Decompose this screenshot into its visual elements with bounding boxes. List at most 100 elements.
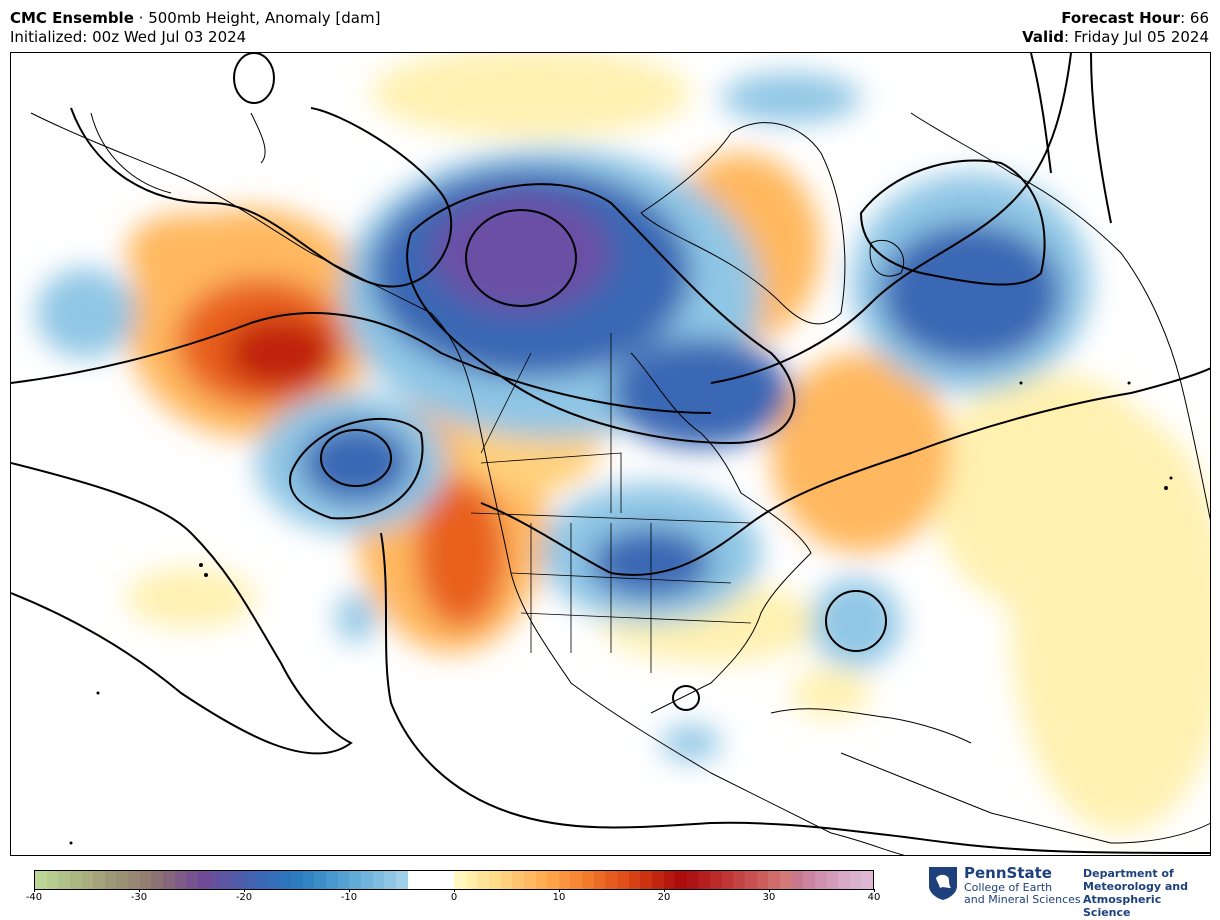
colorbar-segment xyxy=(535,871,548,889)
colorbar-segment xyxy=(640,871,652,889)
valid-time: Valid: Friday Jul 05 2024 xyxy=(1022,28,1209,47)
colorbar-segment xyxy=(186,871,198,889)
colorbar-segment xyxy=(500,871,513,889)
colorbar-tick-mark xyxy=(559,889,560,892)
colorbar-tick-label: 10 xyxy=(552,892,566,903)
colorbar-segment xyxy=(442,871,455,889)
colorbar-segment xyxy=(291,871,303,889)
colorbar-segment xyxy=(733,871,746,889)
colorbar-segment xyxy=(407,871,420,889)
colorbar-segment xyxy=(104,871,117,889)
colorbar-segment xyxy=(163,871,175,889)
college-line2: and Mineral Sciences xyxy=(964,893,1081,906)
colorbar-segment xyxy=(547,871,559,889)
colorbar-segment xyxy=(197,871,210,889)
colorbar-tick-mark xyxy=(139,889,140,892)
colorbar-segment xyxy=(465,871,478,889)
colorbar-segment xyxy=(395,871,408,889)
colorbar-tick-label: 0 xyxy=(450,892,458,903)
department-line1: Department of xyxy=(1083,867,1174,880)
colorbar-tick-label: -30 xyxy=(130,892,148,903)
colorbar-tick-mark xyxy=(874,889,875,892)
colorbar-segment xyxy=(302,871,315,889)
college-line1: College of Earth xyxy=(964,881,1053,894)
colorbar-segment xyxy=(617,871,629,889)
colorbar-segment xyxy=(58,871,70,889)
colorbar-segment xyxy=(221,871,233,889)
colorbar-segment xyxy=(46,871,59,889)
colorbar-segment xyxy=(570,871,583,889)
model-name: CMC Ensemble xyxy=(10,9,134,27)
political-borders xyxy=(470,333,752,673)
colorbar-segment xyxy=(279,871,292,889)
colorbar-segment xyxy=(337,871,350,889)
colorbar-segment xyxy=(791,871,804,889)
colorbar-tick-mark xyxy=(34,889,35,892)
valid-value: : Friday Jul 05 2024 xyxy=(1064,28,1209,46)
colorbar-segment xyxy=(768,871,780,889)
colorbar-segment xyxy=(558,871,571,889)
colorbar-segment xyxy=(477,871,489,889)
colorbar-tick-label: -20 xyxy=(235,892,253,903)
forecast-hour-value: : 66 xyxy=(1180,9,1209,27)
colorbar-segment xyxy=(454,871,466,889)
product-name: 500mb Height, Anomaly [dam] xyxy=(148,9,381,27)
colorbar-segment xyxy=(360,871,373,889)
colorbar-segment xyxy=(81,871,94,889)
department-line3: Atmospheric Science xyxy=(1083,893,1162,919)
colorbar-segment xyxy=(209,871,222,889)
colorbar-segment xyxy=(814,871,827,889)
colorbar-segment xyxy=(430,871,443,889)
map-title: CMC Ensemble · 500mb Height, Anomaly [da… xyxy=(10,9,380,28)
colorbar-segment xyxy=(698,871,711,889)
forecast-hour-label: Forecast Hour xyxy=(1061,9,1181,27)
colorbar-segment xyxy=(651,871,664,889)
colorbar-segment xyxy=(151,871,164,889)
department-line2: Meteorology and xyxy=(1083,880,1188,893)
colorbar-tick-label: 20 xyxy=(657,892,671,903)
colorbar-tick-mark xyxy=(454,889,455,892)
colorbar-segment xyxy=(326,871,338,889)
university-name: PennState xyxy=(964,864,1052,882)
colorbar-segment xyxy=(232,871,245,889)
colorbar-tick-label: 30 xyxy=(762,892,776,903)
colorbar-segment xyxy=(267,871,280,889)
coastlines xyxy=(30,112,1210,855)
shield-icon xyxy=(929,867,957,900)
colorbar-tick-mark xyxy=(244,889,245,892)
height-contours xyxy=(11,53,1210,854)
colorbar-segment xyxy=(861,871,874,889)
colorbar-segment xyxy=(128,871,140,889)
colorbar-segment xyxy=(605,871,618,889)
colorbar-segment xyxy=(628,871,641,889)
valid-label: Valid xyxy=(1022,28,1065,46)
colorbar-segment xyxy=(488,871,501,889)
colorbar-segment xyxy=(582,871,594,889)
colorbar-segment xyxy=(244,871,257,889)
colorbar-segment xyxy=(256,871,268,889)
colorbar-segment xyxy=(686,871,699,889)
colorbar-segment xyxy=(593,871,606,889)
colorbar-segment xyxy=(69,871,82,889)
colorbar-tick-label: 40 xyxy=(867,892,881,903)
anomaly-map xyxy=(10,52,1211,856)
colorbar-tick-label: -40 xyxy=(25,892,43,903)
colorbar-segment xyxy=(663,871,676,889)
colorbar-segment xyxy=(139,871,152,889)
islands xyxy=(69,381,1173,845)
colorbar xyxy=(34,870,874,890)
colorbar-segment xyxy=(721,871,734,889)
title-separator: · xyxy=(133,9,149,27)
colorbar-tick-mark xyxy=(664,889,665,892)
colorbar-tick-mark xyxy=(349,889,350,892)
colorbar-segment xyxy=(523,871,536,889)
colorbar-segment xyxy=(849,871,862,889)
anomaly-fill xyxy=(36,53,1210,833)
colorbar-segment xyxy=(745,871,757,889)
colorbar-segment xyxy=(116,871,129,889)
colorbar-segment xyxy=(314,871,327,889)
colorbar-segment xyxy=(780,871,792,889)
colorbar-segment xyxy=(419,871,431,889)
forecast-hour: Forecast Hour: 66 xyxy=(1061,9,1209,28)
colorbar-segment xyxy=(803,871,815,889)
